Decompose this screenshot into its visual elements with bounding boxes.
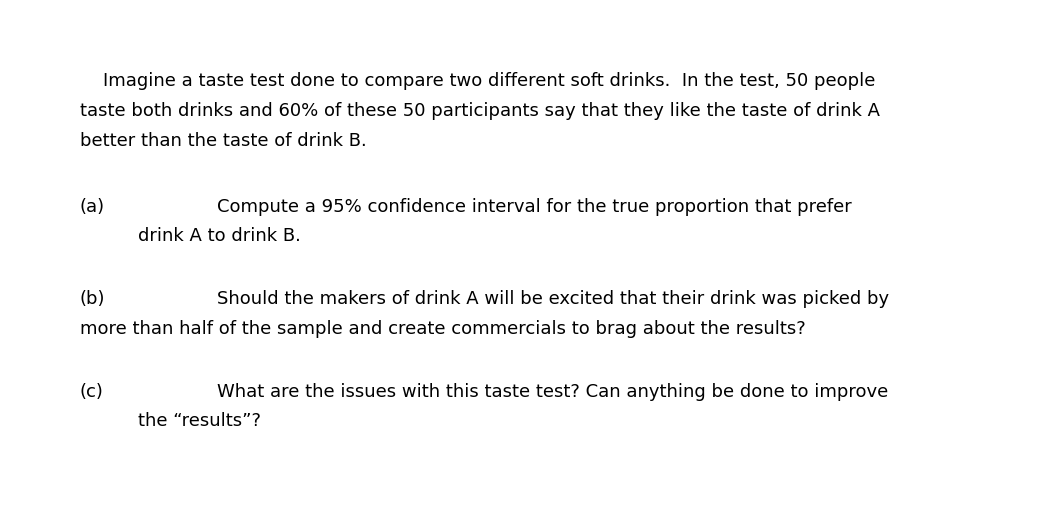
Text: better than the taste of drink B.: better than the taste of drink B. bbox=[80, 132, 367, 150]
Text: Compute a 95% confidence interval for the true proportion that prefer: Compute a 95% confidence interval for th… bbox=[217, 198, 852, 216]
Text: the “results”?: the “results”? bbox=[138, 412, 261, 430]
Text: What are the issues with this taste test? Can anything be done to improve: What are the issues with this taste test… bbox=[217, 383, 888, 401]
Text: (b): (b) bbox=[80, 290, 105, 308]
Text: Should the makers of drink A will be excited that their drink was picked by: Should the makers of drink A will be exc… bbox=[217, 290, 889, 308]
Text: (a): (a) bbox=[80, 198, 105, 216]
Text: more than half of the sample and create commercials to brag about the results?: more than half of the sample and create … bbox=[80, 320, 806, 338]
Text: (c): (c) bbox=[80, 383, 104, 401]
Text: Imagine a taste test done to compare two different soft drinks.  In the test, 50: Imagine a taste test done to compare two… bbox=[80, 72, 874, 90]
Text: drink A to drink B.: drink A to drink B. bbox=[138, 227, 301, 245]
Text: taste both drinks and 60% of these 50 participants say that they like the taste : taste both drinks and 60% of these 50 pa… bbox=[80, 102, 880, 120]
